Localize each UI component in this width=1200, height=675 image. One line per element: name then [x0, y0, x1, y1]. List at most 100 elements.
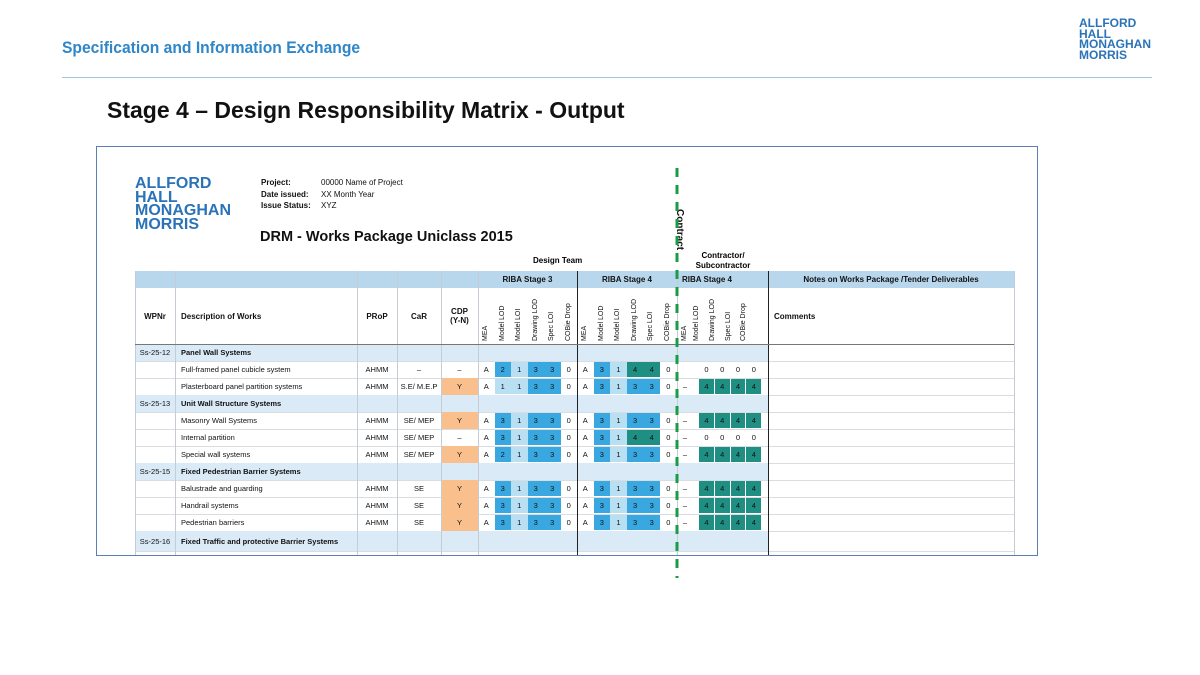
r4-cell: 3 — [643, 498, 660, 513]
section-code: Ss-25-12 — [139, 348, 171, 357]
design-team-label: Design Team — [533, 256, 583, 265]
presentation-header-title: Specification and Information Exchange — [62, 38, 361, 57]
row-prop: AHMM — [365, 365, 389, 374]
r4-cell: 3 — [593, 379, 611, 394]
r3-cell: 0 — [566, 450, 571, 459]
column-divider — [397, 271, 398, 555]
subheader-r3-0: MEA — [482, 325, 489, 341]
r4-cell: 1 — [610, 362, 627, 377]
date-issued-value: XX Month Year — [321, 189, 375, 199]
r3-cell: 1 — [511, 430, 528, 445]
c4-cell: 4 — [699, 498, 714, 513]
r4-cell: 1 — [610, 515, 627, 530]
project-label: Project: — [261, 178, 291, 187]
c4-cell: 4 — [714, 379, 730, 394]
r4-cell: 3 — [626, 379, 644, 394]
c4-cell: 0 — [720, 433, 725, 442]
r4-cell: 1 — [610, 498, 627, 513]
r4-cell: 3 — [593, 430, 611, 445]
column-divider — [1014, 271, 1015, 555]
r4-cell: 4 — [626, 430, 644, 445]
row-prop: AHMM — [365, 382, 389, 391]
subheader-r4-2: Model LOI — [614, 308, 622, 341]
r3-cell: 3 — [544, 413, 561, 428]
c4-cell: – — [682, 433, 688, 442]
row-cdp: – — [457, 365, 462, 374]
r4-cell: A — [582, 433, 588, 442]
r3-cell: 1 — [511, 515, 528, 530]
r4-cell: 3 — [643, 515, 660, 530]
section-title: Fixed Pedestrian Barrier Systems — [181, 467, 301, 476]
c4-cell: 0 — [751, 365, 756, 374]
row-car: S.E/ M.E.P — [400, 382, 438, 391]
r3-cell: 3 — [494, 413, 511, 428]
section-title: Unit Wall Structure Systems — [181, 399, 282, 408]
r3-cell: 1 — [511, 481, 528, 496]
row-car: SE/ MEP — [403, 416, 435, 425]
column-divider — [357, 271, 358, 555]
row-prop: AHMM — [365, 518, 389, 527]
subheader-r4-3: Drawing LOD — [630, 298, 638, 341]
subheader-r3-4: Spec LOI — [548, 311, 555, 341]
r3-cell: 3 — [544, 362, 561, 377]
r4-cell: 0 — [666, 365, 671, 374]
row-car: SE/ MEP — [403, 433, 435, 442]
row-cdp: Y — [441, 412, 478, 429]
subheader-c4-4: COBie Drop — [740, 303, 748, 341]
contract-boundary-line — [675, 168, 679, 578]
c4-cell: – — [682, 501, 688, 510]
r4-cell: 3 — [593, 498, 611, 513]
c4-cell: 0 — [704, 365, 709, 374]
r4-cell: A — [582, 416, 588, 425]
c4-cell: 4 — [714, 481, 730, 496]
row-divider — [135, 446, 1014, 447]
row-description: Internal partition — [181, 433, 235, 442]
r3-cell: 0 — [566, 433, 571, 442]
r3-cell: 3 — [527, 447, 544, 462]
c4-cell: 4 — [730, 515, 746, 530]
column-divider — [441, 271, 442, 555]
r3-cell: 3 — [527, 413, 544, 428]
r4-cell: 3 — [643, 447, 660, 462]
group-notes: Notes on Works Package /Tender Deliverab… — [803, 275, 979, 284]
c4-cell: 4 — [746, 379, 762, 394]
r3-cell: 1 — [511, 379, 528, 394]
subheader-r3-1: Model LOD — [498, 305, 506, 341]
r4-cell: A — [582, 501, 588, 510]
subheader-c4-2: Drawing LOD — [708, 298, 716, 341]
subheader-r3-5: COBie Drop — [564, 303, 572, 341]
slide-title: Stage 4 – Design Responsibility Matrix -… — [107, 97, 625, 123]
subheader-r3-3: Drawing LOD — [531, 298, 539, 341]
r3-cell: 3 — [527, 430, 544, 445]
row-divider — [135, 514, 1014, 515]
r4-cell: A — [582, 450, 588, 459]
r4-cell: 0 — [666, 382, 671, 391]
section-row-band — [135, 395, 768, 412]
r4-cell: A — [582, 365, 588, 374]
date-issued-label: Date issued: — [261, 189, 309, 199]
r4-cell: 3 — [626, 413, 644, 428]
r3-cell: 3 — [527, 379, 544, 394]
r4-cell: 3 — [626, 498, 644, 513]
subheader-r4-0: MEA — [581, 325, 588, 341]
row-prop: AHMM — [365, 501, 389, 510]
issue-status-value: XYZ — [321, 201, 337, 210]
c4-cell: – — [682, 382, 688, 391]
row-prop: AHMM — [365, 416, 389, 425]
r3-cell: 0 — [566, 382, 571, 391]
c4-cell: 4 — [746, 447, 762, 462]
r3-cell: A — [483, 518, 489, 527]
col-header-wpnr: WPNr — [144, 311, 166, 321]
subheader-c4-1: Model LOD — [693, 305, 700, 341]
section-title: Fixed Traffic and protective Barrier Sys… — [181, 536, 339, 546]
r3-cell: 3 — [527, 362, 544, 377]
r3-cell: 3 — [544, 515, 561, 530]
r4-cell: 4 — [643, 430, 660, 445]
group-riba-stage-3: RIBA Stage 3 — [502, 275, 553, 284]
col-header-prop: PRoP — [366, 311, 388, 321]
r3-cell: 2 — [494, 447, 511, 462]
c4-cell: 4 — [746, 498, 762, 513]
r3-cell: A — [483, 433, 489, 442]
header-divider — [62, 77, 1152, 78]
c4-cell: 4 — [714, 413, 730, 428]
